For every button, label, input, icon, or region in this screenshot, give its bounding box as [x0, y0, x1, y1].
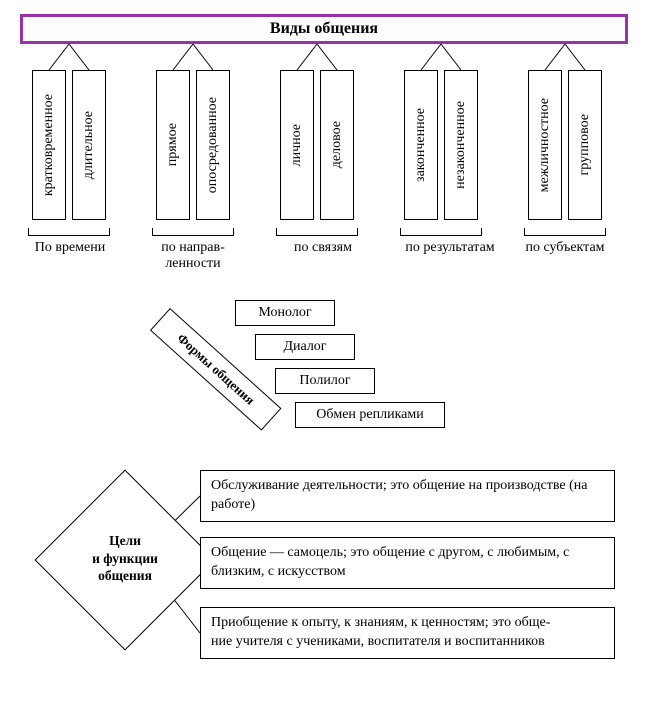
- type-item: групповое: [568, 70, 602, 220]
- category-label: по направ- ленности: [138, 240, 248, 272]
- bracket: [152, 228, 234, 236]
- types-title-box: Виды общения: [20, 14, 628, 44]
- forms-title: Формы общения: [170, 326, 262, 413]
- type-item: межличностное: [528, 70, 562, 220]
- type-item: прямое: [156, 70, 190, 220]
- communication-diagram: Виды общения кратковременноедлительное пр…: [10, 10, 638, 684]
- bracket: [276, 228, 358, 236]
- forms-title-box: Формы общения: [150, 308, 282, 431]
- types-title: Виды общения: [270, 20, 378, 37]
- bracket: [400, 228, 482, 236]
- category-label: по результатам: [395, 240, 505, 256]
- form-item: Обмен репликами: [295, 402, 445, 428]
- bracket: [524, 228, 606, 236]
- type-item: кратковременное: [32, 70, 66, 220]
- goal-item: Общение — самоцель; это общение с другом…: [200, 537, 615, 589]
- type-item: деловое: [320, 70, 354, 220]
- goal-item: Обслуживание деятельности; это общение н…: [200, 470, 615, 522]
- type-item: длительное: [72, 70, 106, 220]
- goal-item: Приобщение к опыту, к знаниям, к ценност…: [200, 607, 615, 659]
- goals-title: Цели и функции общения: [65, 532, 185, 585]
- form-item: Диалог: [255, 334, 355, 360]
- type-item: опосредованное: [196, 70, 230, 220]
- category-label: по связям: [268, 240, 378, 256]
- bracket: [28, 228, 110, 236]
- category-label: по субъектам: [510, 240, 620, 256]
- type-item: личное: [280, 70, 314, 220]
- type-item: незаконченное: [444, 70, 478, 220]
- form-item: Монолог: [235, 300, 335, 326]
- category-label: По времени: [15, 240, 125, 256]
- type-item: законченное: [404, 70, 438, 220]
- form-item: Полилог: [275, 368, 375, 394]
